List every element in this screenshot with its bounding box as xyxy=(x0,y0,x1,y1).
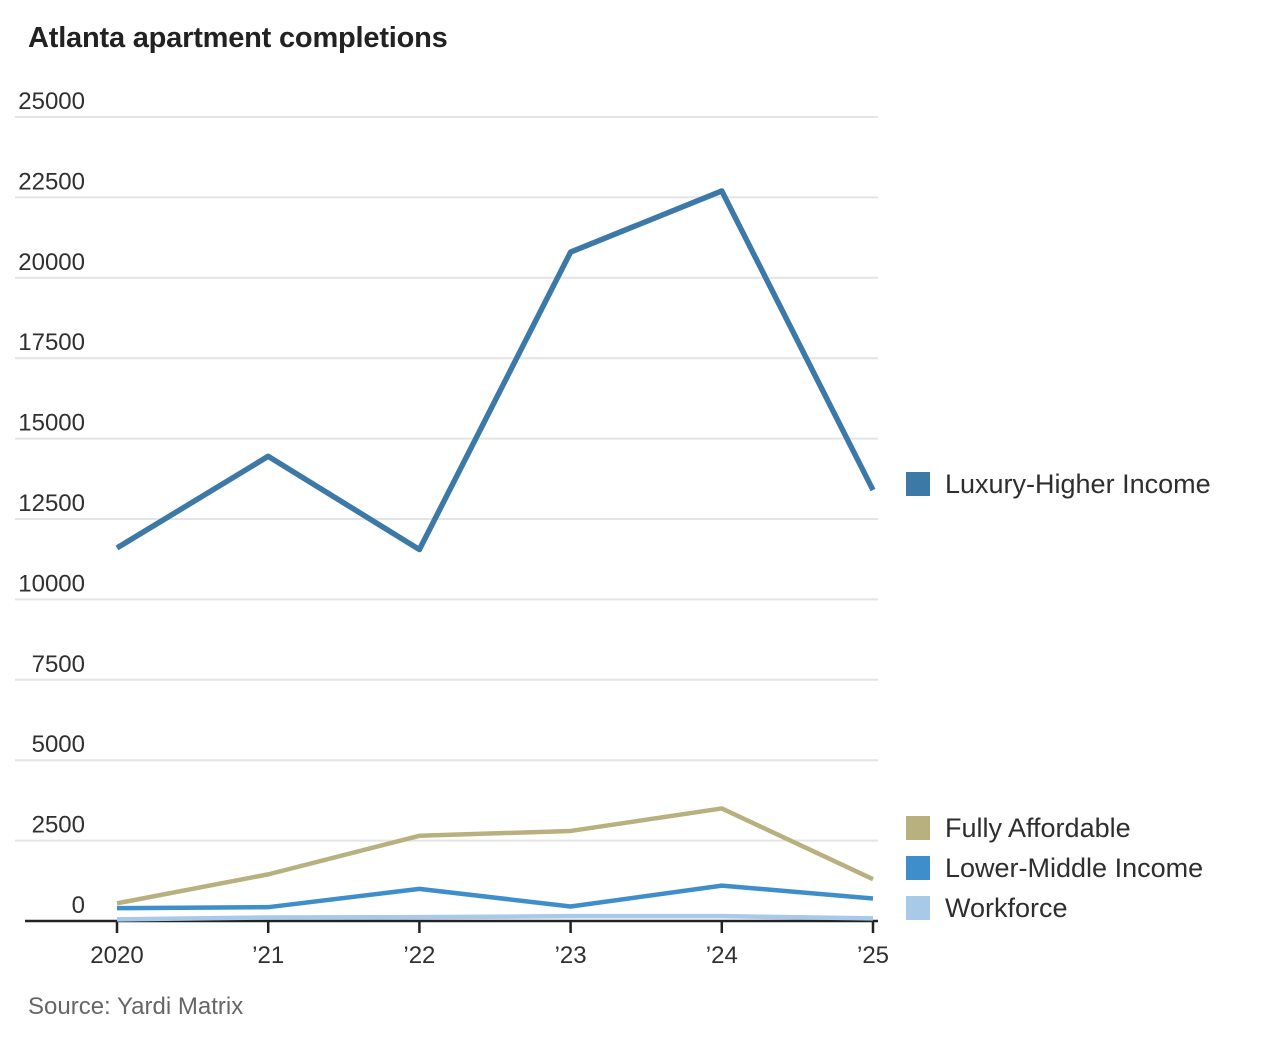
legend-swatch-luxury-icon xyxy=(906,472,930,496)
legend-label-lower-middle: Lower-Middle Income xyxy=(945,852,1204,883)
svg-text:’23: ’23 xyxy=(555,942,587,969)
legend-affordability-group: Fully Affordable Lower-Middle Income Wor… xyxy=(906,812,1204,934)
svg-text:2020: 2020 xyxy=(90,942,143,969)
svg-text:15000: 15000 xyxy=(18,410,85,437)
svg-text:’24: ’24 xyxy=(706,942,738,969)
source-note: Source: Yardi Matrix xyxy=(28,993,244,1020)
legend-item-lower-middle-income: Lower-Middle Income xyxy=(906,852,1204,883)
legend-swatch-workforce-icon xyxy=(906,896,930,920)
svg-text:’25: ’25 xyxy=(857,942,889,969)
legend-luxury: Luxury-Higher Income xyxy=(906,468,1211,510)
svg-text:’22: ’22 xyxy=(403,942,435,969)
svg-text:12500: 12500 xyxy=(18,490,85,517)
legend-item-fully-affordable: Fully Affordable xyxy=(906,812,1203,843)
svg-text:10000: 10000 xyxy=(18,570,85,597)
svg-text:7500: 7500 xyxy=(32,651,85,678)
legend-item-luxury-higher-income: Luxury-Higher Income xyxy=(906,468,1211,499)
legend-swatch-lower-middle-icon xyxy=(906,856,930,880)
legend-label-workforce: Workforce xyxy=(945,892,1068,923)
legend-item-workforce: Workforce xyxy=(906,892,1203,923)
svg-text:0: 0 xyxy=(72,892,85,919)
chart-title: Atlanta apartment completions xyxy=(28,22,448,54)
svg-text:22500: 22500 xyxy=(18,168,85,195)
legend-label-fully-affordable: Fully Affordable xyxy=(945,812,1131,843)
svg-text:’21: ’21 xyxy=(252,942,284,969)
svg-text:17500: 17500 xyxy=(18,329,85,356)
svg-text:25000: 25000 xyxy=(18,88,85,115)
legend-swatch-fully-affordable-icon xyxy=(906,816,930,840)
legend-label-luxury: Luxury-Higher Income xyxy=(945,468,1211,499)
svg-text:5000: 5000 xyxy=(32,731,85,758)
svg-text:2500: 2500 xyxy=(32,812,85,839)
svg-text:20000: 20000 xyxy=(18,249,85,276)
